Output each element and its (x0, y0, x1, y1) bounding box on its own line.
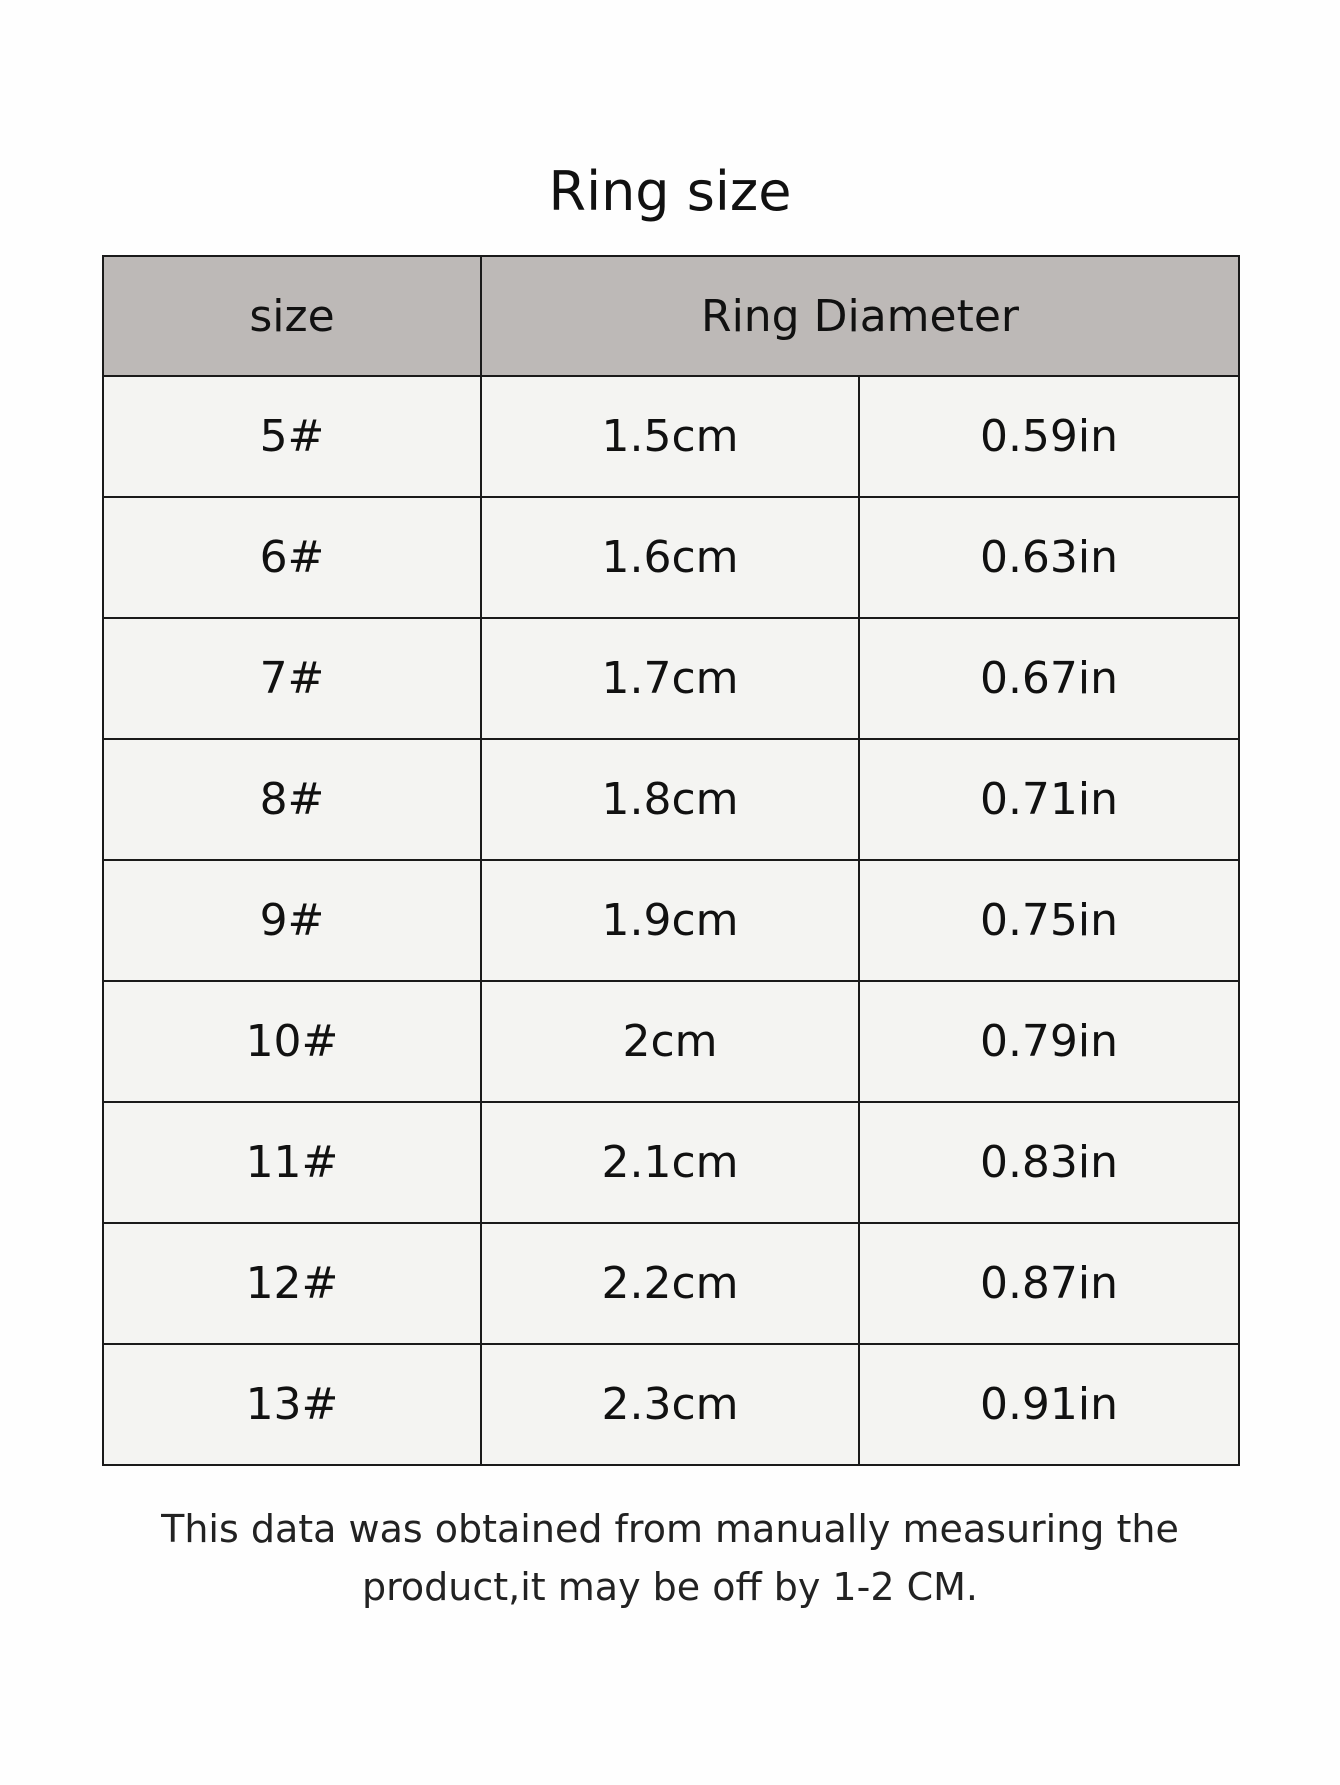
ring-size-table: size Ring Diameter 5# 1.5cm 0.59in 6# 1.6cm 0… (102, 255, 1241, 1466)
footer-line-1: This data was obtained from manually mea… (161, 1507, 1179, 1551)
cell-size: 12# (102, 1222, 482, 1345)
table-row: 13# 2.3cm 0.91in (102, 1343, 1241, 1466)
cell-cm: 2cm (480, 980, 860, 1103)
cell-cm: 2.2cm (480, 1222, 860, 1345)
table-row: 9# 1.9cm 0.75in (102, 859, 1241, 982)
footer-note: This data was obtained from manually mea… (0, 1500, 1340, 1616)
cell-size: 9# (102, 859, 482, 982)
table-row: 7# 1.7cm 0.67in (102, 617, 1241, 740)
cell-size: 8# (102, 738, 482, 861)
table-header-row: size Ring Diameter (102, 255, 1241, 377)
cell-cm: 1.8cm (480, 738, 860, 861)
cell-size: 11# (102, 1101, 482, 1224)
cell-cm: 1.6cm (480, 496, 860, 619)
cell-in: 0.71in (857, 738, 1241, 861)
cell-cm: 1.7cm (480, 617, 860, 740)
cell-in: 0.79in (857, 980, 1241, 1103)
table-row: 6# 1.6cm 0.63in (102, 496, 1241, 619)
table-row: 12# 2.2cm 0.87in (102, 1222, 1241, 1345)
cell-in: 0.87in (857, 1222, 1241, 1345)
cell-in: 0.63in (857, 496, 1241, 619)
header-size: size (102, 255, 482, 377)
header-ring-diameter: Ring Diameter (479, 255, 1241, 377)
table-row: 11# 2.1cm 0.83in (102, 1101, 1241, 1224)
table-row: 8# 1.8cm 0.71in (102, 738, 1241, 861)
cell-in: 0.75in (857, 859, 1241, 982)
table-row: 5# 1.5cm 0.59in (102, 375, 1241, 498)
cell-size: 5# (102, 375, 482, 498)
cell-size: 13# (102, 1343, 482, 1466)
table-row: 10# 2cm 0.79in (102, 980, 1241, 1103)
cell-in: 0.67in (857, 617, 1241, 740)
cell-in: 0.91in (857, 1343, 1241, 1466)
cell-size: 6# (102, 496, 482, 619)
cell-in: 0.83in (857, 1101, 1241, 1224)
cell-cm: 1.9cm (480, 859, 860, 982)
cell-cm: 1.5cm (480, 375, 860, 498)
page-title: Ring size (548, 160, 792, 223)
cell-cm: 2.1cm (480, 1101, 860, 1224)
cell-in: 0.59in (857, 375, 1241, 498)
cell-size: 7# (102, 617, 482, 740)
cell-cm: 2.3cm (480, 1343, 860, 1466)
cell-size: 10# (102, 980, 482, 1103)
footer-line-2: product,it may be off by 1-2 CM. (362, 1565, 978, 1609)
